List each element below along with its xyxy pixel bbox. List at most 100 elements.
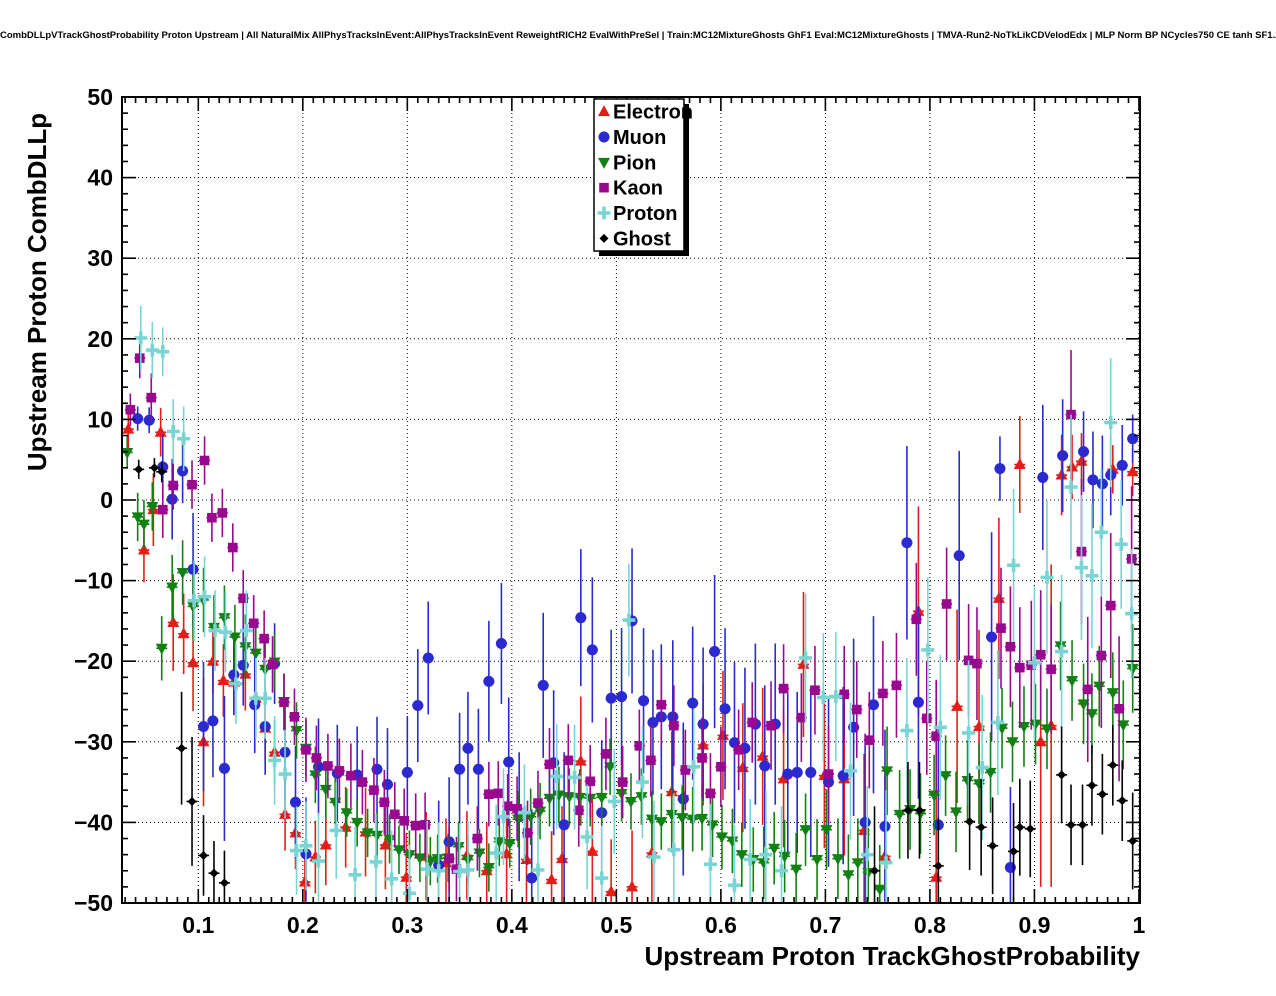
data-point-marker	[597, 206, 611, 220]
data-point-marker	[319, 838, 332, 850]
data-point-marker	[489, 846, 503, 860]
data-point-marker	[199, 455, 210, 466]
data-point-marker	[573, 792, 586, 804]
y-tick-label: 30	[87, 245, 113, 271]
data-point-marker	[912, 696, 924, 708]
data-point-marker	[1009, 846, 1019, 856]
data-point-marker	[687, 760, 701, 774]
x-tick-label: 0.1	[182, 912, 214, 938]
data-point-marker	[988, 841, 998, 851]
data-point-marker	[311, 854, 325, 868]
data-point-marker	[797, 657, 810, 669]
data-point-marker	[705, 788, 716, 799]
data-point-marker	[218, 762, 230, 774]
legend-entry-label: Proton	[613, 203, 677, 225]
data-point-marker	[1082, 684, 1093, 695]
data-point-marker	[903, 805, 913, 815]
x-tick-label: 0.7	[809, 912, 841, 938]
data-point-marker	[545, 873, 558, 885]
data-point-marker	[229, 677, 243, 691]
data-point-marker	[778, 683, 789, 694]
data-point-marker	[389, 809, 400, 820]
data-point-marker	[615, 788, 628, 800]
data-point-marker	[617, 777, 628, 787]
data-point-marker	[1006, 737, 1019, 749]
data-point-marker	[939, 771, 952, 783]
y-tick-label: −10	[74, 568, 113, 594]
data-point-marker	[933, 720, 947, 734]
data-point-marker	[930, 870, 943, 882]
data-point-marker	[323, 761, 333, 771]
legend-entry-pion: Pion	[598, 152, 656, 174]
data-point-marker	[289, 712, 300, 722]
data-point-marker	[134, 331, 148, 345]
x-tick-label: 0.2	[287, 912, 319, 938]
data-point-marker	[369, 785, 379, 795]
data-point-marker	[805, 766, 817, 778]
data-point-marker	[757, 858, 770, 870]
data-point-marker	[166, 493, 178, 505]
data-point-marker	[706, 820, 719, 832]
data-point-marker	[146, 392, 157, 403]
data-point-marker	[604, 762, 617, 774]
data-point-marker	[544, 759, 555, 770]
data-point-marker	[873, 884, 886, 896]
data-point-marker	[208, 624, 222, 638]
legend-entry-label: Pion	[613, 152, 656, 174]
data-point-marker	[217, 508, 228, 518]
data-point-marker	[796, 712, 807, 723]
data-point-marker	[227, 542, 238, 553]
data-point-marker	[568, 770, 582, 784]
data-point-marker	[1078, 820, 1088, 830]
data-point-marker	[951, 699, 964, 711]
data-point-marker	[586, 844, 599, 856]
data-point-marker	[177, 432, 191, 446]
data-point-marker	[534, 806, 547, 818]
data-point-marker	[791, 766, 803, 778]
data-point-marker	[831, 854, 844, 866]
data-point-marker	[1126, 663, 1139, 675]
series-proton	[134, 305, 1139, 903]
data-point-marker	[759, 760, 771, 772]
data-point-marker	[209, 868, 219, 878]
legend-entry-label: Kaon	[613, 178, 663, 200]
data-point-marker	[155, 643, 168, 655]
data-point-marker	[1066, 676, 1079, 688]
data-point-marker	[168, 480, 179, 491]
data-point-marker	[601, 749, 611, 759]
data-point-marker	[526, 872, 538, 884]
y-tick-label: 40	[87, 165, 113, 191]
data-point-marker	[586, 644, 598, 656]
data-point-marker	[309, 770, 322, 782]
data-point-marker	[412, 700, 424, 712]
data-point-marker	[348, 868, 362, 882]
data-point-marker	[319, 784, 332, 796]
data-point-marker	[512, 814, 525, 826]
data-point-marker	[900, 724, 914, 738]
data-point-marker	[881, 766, 894, 778]
data-point-marker	[837, 770, 849, 782]
data-point-marker	[647, 850, 661, 864]
data-point-marker	[495, 637, 507, 649]
data-point-marker	[493, 788, 504, 799]
data-point-marker	[851, 858, 864, 870]
data-point-marker	[385, 872, 399, 886]
data-point-marker	[605, 692, 617, 704]
data-point-marker	[484, 789, 494, 799]
data-point-marker	[1013, 458, 1026, 470]
data-point-marker	[329, 797, 342, 809]
data-point-marker	[125, 404, 136, 415]
data-point-marker	[616, 691, 628, 703]
y-tick-label: 50	[87, 84, 113, 110]
data-point-marker	[259, 633, 269, 644]
data-point-marker	[697, 753, 707, 763]
data-point-marker	[311, 753, 322, 763]
data-point-marker	[1104, 416, 1118, 430]
data-point-marker	[759, 848, 773, 862]
data-point-marker	[461, 863, 475, 877]
data-point-marker	[134, 464, 144, 474]
data-point-marker	[1093, 681, 1106, 693]
data-point-marker	[1087, 780, 1097, 790]
data-point-marker	[879, 820, 891, 832]
legend-box	[593, 98, 685, 252]
